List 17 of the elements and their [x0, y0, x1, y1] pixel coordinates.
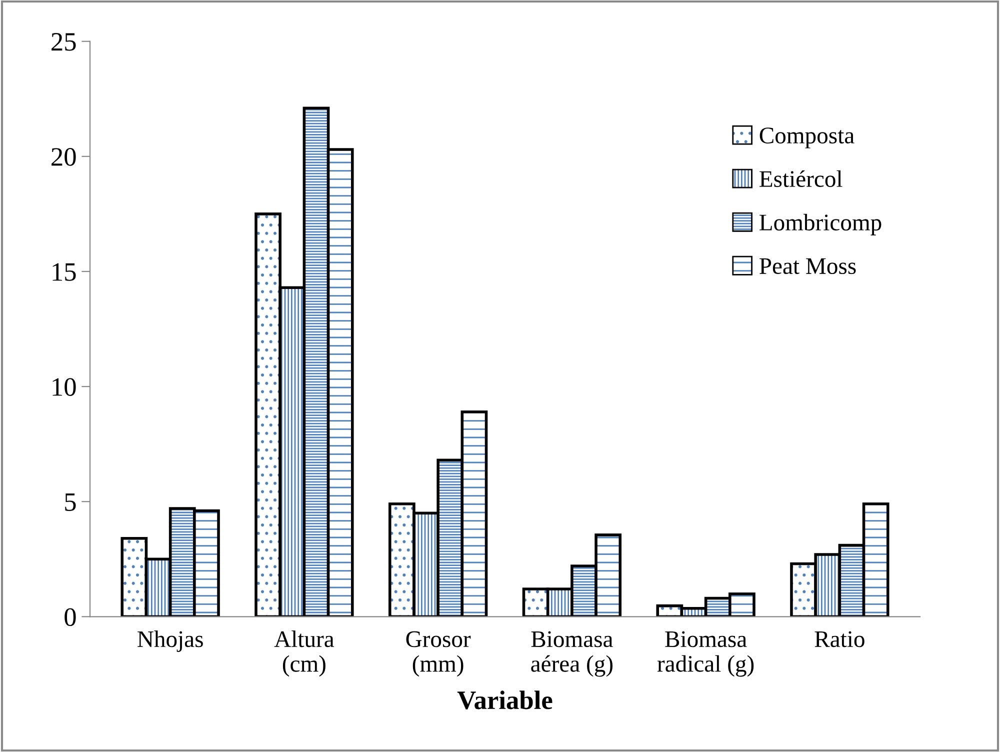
legend-label: Lombricomp — [760, 214, 882, 236]
legend-label: Estiércol — [760, 170, 842, 188]
x-tick-label: Altura (cm) — [274, 630, 334, 677]
y-tick-label: 15 — [52, 263, 76, 281]
y-tick-label: 5 — [65, 493, 76, 511]
x-tick-label: Nhojas — [138, 630, 203, 652]
legend-label: Composta — [760, 128, 854, 148]
y-tick-label: 0 — [64, 608, 76, 626]
y-tick-label: 10 — [52, 378, 76, 396]
x-tick-label: Biomasa radical (g) — [657, 631, 754, 677]
x-axis-title: Variable — [457, 690, 552, 710]
x-tick-label: Grosor (mm) — [406, 631, 471, 677]
x-tick-label: Ratio — [814, 631, 864, 648]
y-tick-label: 20 — [52, 148, 76, 166]
y-tick-label: 25 — [52, 33, 76, 51]
x-tick-label: Biomasa aérea (g) — [531, 631, 613, 677]
legend-label: Peat Moss — [760, 258, 856, 274]
